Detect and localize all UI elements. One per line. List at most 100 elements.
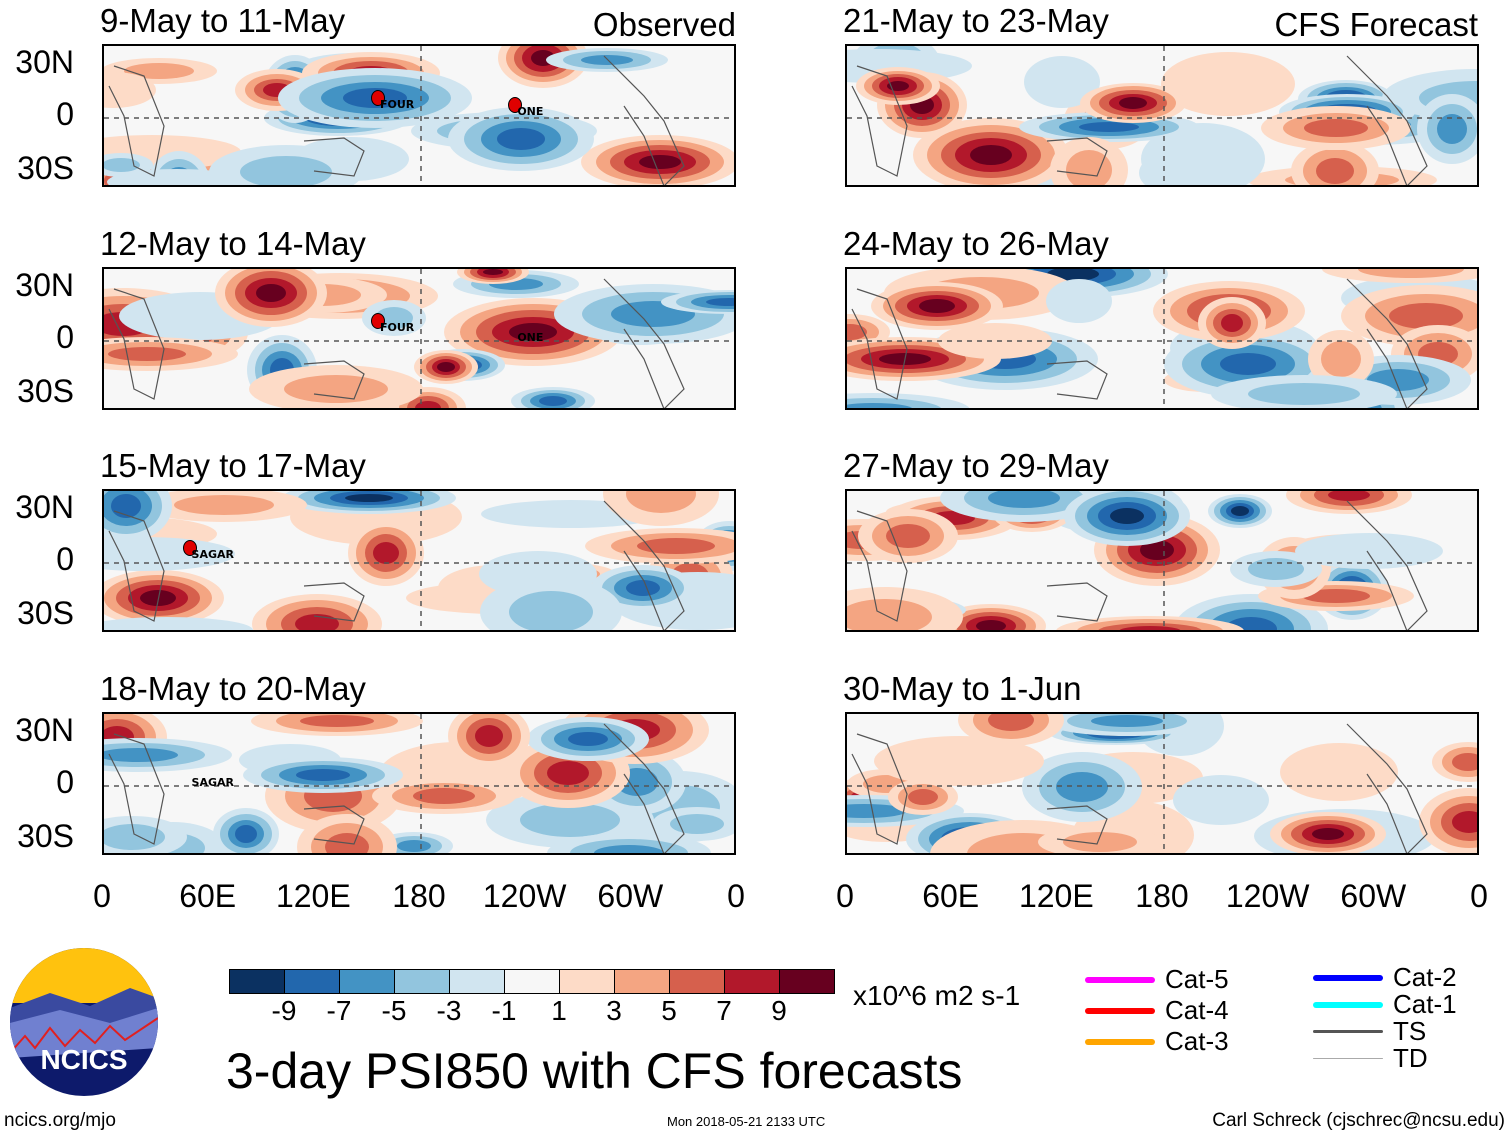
lat-label: 30S bbox=[17, 818, 74, 854]
anomaly-contour bbox=[847, 403, 913, 408]
legend-item: Cat-5 bbox=[1085, 964, 1229, 995]
legend-line bbox=[1313, 974, 1383, 981]
anomaly-contour bbox=[539, 396, 567, 406]
colorbar-label: 9 bbox=[771, 995, 787, 1026]
coastline bbox=[1346, 55, 1428, 185]
anomaly-contour bbox=[706, 298, 734, 306]
panel-title: 30-May to 1-Jun bbox=[843, 670, 1082, 707]
anomaly-contour bbox=[1024, 56, 1100, 108]
anomaly-contour bbox=[908, 789, 938, 805]
anomaly-contour bbox=[497, 128, 545, 150]
legend-line bbox=[1313, 1030, 1383, 1033]
legend-item: TS bbox=[1313, 1016, 1426, 1047]
lat-label: 30N bbox=[15, 489, 74, 525]
anomaly-contour bbox=[509, 591, 593, 630]
storm-label: ONE bbox=[517, 104, 544, 118]
coastline bbox=[303, 582, 365, 622]
anomaly-contour bbox=[874, 736, 1044, 786]
anomaly-contour bbox=[1280, 743, 1398, 801]
legend-line bbox=[1313, 1001, 1383, 1008]
coastline bbox=[851, 288, 908, 400]
colorbar-swatch bbox=[560, 970, 615, 993]
footer-url[interactable]: ncics.org/mjo bbox=[4, 1110, 116, 1131]
coastline bbox=[1046, 582, 1108, 622]
anomaly-contour bbox=[970, 145, 1012, 165]
anomaly-contour bbox=[437, 362, 455, 372]
lat-label: 0 bbox=[56, 541, 74, 577]
anomaly-contour bbox=[1046, 279, 1112, 323]
anomaly-contour bbox=[1079, 122, 1139, 132]
anomaly-contour bbox=[886, 524, 930, 548]
anomaly-contour bbox=[256, 284, 286, 302]
lon-label: 180 bbox=[392, 878, 446, 914]
anomaly-contour bbox=[919, 299, 955, 313]
anomaly-contour bbox=[1141, 123, 1265, 185]
anomaly-contour bbox=[626, 491, 696, 513]
anomaly-contour bbox=[520, 803, 620, 837]
observed-label: Observed bbox=[592, 6, 736, 43]
footer-author: Carl Schreck (cjschrec@ncsu.edu) bbox=[1212, 1110, 1505, 1131]
legend-line bbox=[1085, 1007, 1155, 1014]
legend-label: TS bbox=[1393, 1016, 1427, 1046]
lat-label: 30N bbox=[15, 712, 74, 748]
footer-timestamp: Mon 2018-05-21 2133 UTC bbox=[667, 1114, 826, 1129]
coastline bbox=[1346, 723, 1428, 853]
legend-item: Cat-1 bbox=[1313, 989, 1457, 1020]
anomaly-contour bbox=[547, 761, 589, 785]
colorbar-label: -7 bbox=[326, 995, 352, 1026]
panel-title: 27-May to 29-May bbox=[843, 447, 1109, 484]
coastline bbox=[1046, 360, 1108, 400]
storm-label: FOUR bbox=[379, 97, 415, 111]
lat-label: 30S bbox=[17, 595, 74, 631]
anomaly-contour bbox=[887, 81, 909, 91]
cyclone-icon bbox=[370, 89, 385, 106]
panel-title: 18-May to 20-May bbox=[100, 670, 366, 707]
colorbar-label: 3 bbox=[606, 995, 622, 1026]
colorbar-label: -3 bbox=[436, 995, 462, 1026]
anomaly-contour bbox=[397, 840, 431, 852]
coastline bbox=[851, 733, 908, 845]
anomaly-contour bbox=[240, 156, 332, 185]
anomaly-contour bbox=[104, 748, 178, 762]
lat-label: 30S bbox=[17, 150, 74, 186]
panel-title: 12-May to 14-May bbox=[100, 225, 366, 262]
legend-item: Cat-3 bbox=[1085, 1026, 1229, 1057]
colorbar-swatch bbox=[725, 970, 780, 993]
anomaly-contour bbox=[1063, 832, 1137, 852]
lon-label: 120W bbox=[1225, 878, 1310, 914]
anomaly-contour bbox=[1312, 828, 1344, 840]
anomaly-contour bbox=[104, 617, 253, 630]
anomaly-contour bbox=[235, 825, 257, 843]
coastline bbox=[303, 360, 365, 400]
coastline bbox=[851, 65, 908, 177]
coastline bbox=[303, 137, 365, 177]
coastline bbox=[851, 510, 908, 622]
panel-title: 24-May to 26-May bbox=[843, 225, 1109, 262]
legend-label: Cat-4 bbox=[1165, 995, 1229, 1025]
coastline bbox=[1046, 805, 1108, 845]
anomaly-contour bbox=[639, 155, 681, 169]
anomaly-contour bbox=[509, 323, 557, 341]
colorbar-swatch bbox=[450, 970, 505, 993]
anomaly-contour bbox=[847, 804, 907, 818]
legend-line bbox=[1313, 1057, 1383, 1060]
coastline bbox=[1046, 137, 1108, 177]
anomaly-contour bbox=[1161, 52, 1295, 116]
coastline bbox=[603, 278, 685, 408]
anomaly-contour bbox=[1056, 772, 1108, 802]
anomaly-contour bbox=[373, 542, 399, 564]
legend-label: Cat-1 bbox=[1393, 989, 1457, 1019]
panel-title: 15-May to 17-May bbox=[100, 447, 366, 484]
anomaly-contour bbox=[1321, 341, 1361, 377]
anomaly-contour bbox=[345, 494, 393, 502]
colorbar-label: 1 bbox=[551, 995, 567, 1026]
lat-label: 0 bbox=[56, 96, 74, 132]
anomaly-contour bbox=[1302, 589, 1370, 603]
lon-label: 60W bbox=[597, 878, 664, 914]
anomaly-contour bbox=[988, 714, 1034, 731]
storm-label: SAGAR bbox=[191, 776, 234, 790]
anomaly-contour bbox=[1304, 119, 1368, 137]
anomaly-contour bbox=[1066, 150, 1112, 185]
cyclone-icon bbox=[370, 312, 385, 329]
anomaly-contour bbox=[1110, 508, 1144, 524]
